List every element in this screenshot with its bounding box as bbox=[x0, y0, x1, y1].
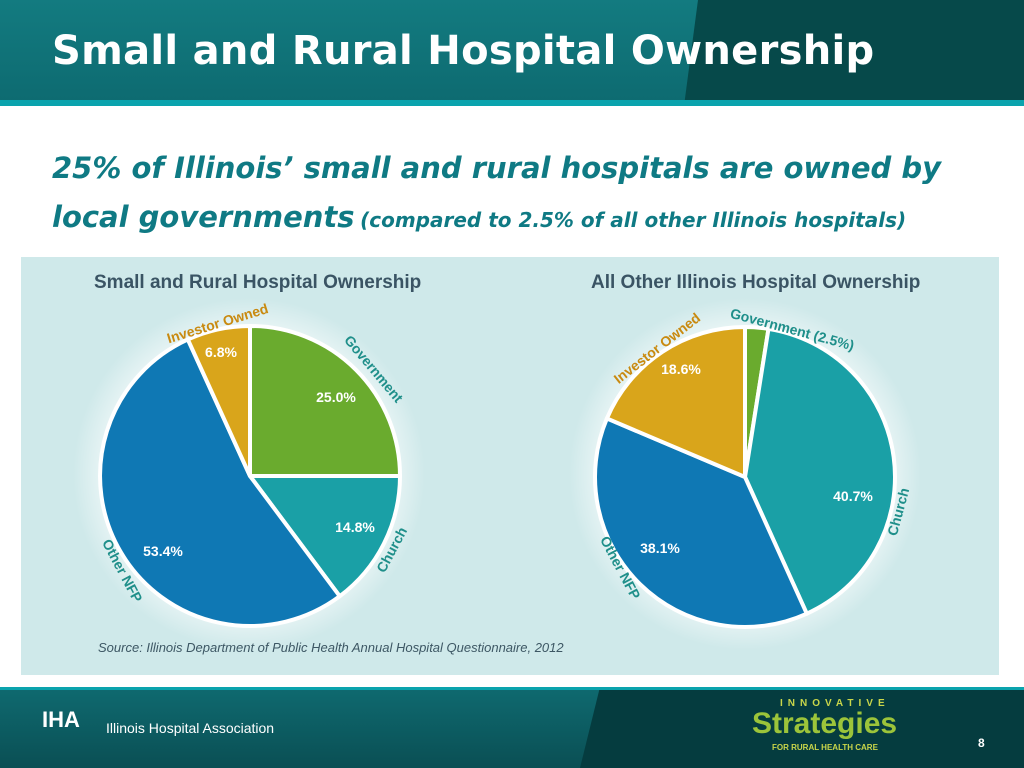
logo-top-text: INNOVATIVE bbox=[780, 698, 890, 709]
footer-stripe bbox=[0, 687, 1024, 690]
header-stripe bbox=[0, 100, 1024, 106]
header-accent bbox=[684, 0, 1024, 106]
pie1-value-other-nfp: 53.4% bbox=[143, 543, 183, 559]
pie1-value-church: 14.8% bbox=[335, 519, 375, 535]
pie-all-other: 40.7%38.1%18.6%Government (2.5%)ChurchOt… bbox=[593, 305, 912, 629]
logo-main-text: Strategies bbox=[752, 707, 898, 740]
pie1-value-government: 25.0% bbox=[316, 389, 356, 405]
pie1-value-investor-owned: 6.8% bbox=[205, 344, 237, 360]
pie2-slice-investor-owned bbox=[604, 325, 747, 479]
footer-bar: IHA Illinois Hospital Association INNOVA… bbox=[0, 687, 1024, 768]
header-bar: Small and Rural Hospital Ownership bbox=[0, 0, 1024, 106]
page-number: 8 bbox=[978, 736, 985, 750]
subtitle-note: (compared to 2.5% of all other Illinois … bbox=[360, 208, 907, 232]
iha-logo-text: IHA bbox=[42, 707, 80, 732]
subtitle: 25% of Illinois’ small and rural hospita… bbox=[52, 146, 1012, 244]
footer-accent bbox=[580, 687, 1024, 768]
pie-small-rural: 25.0%14.8%53.4%6.8% GovernmentChurchOther… bbox=[98, 300, 410, 628]
pie1-slice-church bbox=[248, 474, 402, 599]
pie1-slice-other-nfp bbox=[98, 337, 342, 628]
pie2-value-investor-owned: 18.6% bbox=[661, 361, 701, 377]
iha-org-name: Illinois Hospital Association bbox=[106, 720, 275, 736]
chart-title-small-rural: Small and Rural Hospital Ownership bbox=[94, 272, 422, 293]
pie2-value-other-nfp: 38.1% bbox=[640, 540, 680, 556]
pie1-slice-government bbox=[248, 324, 402, 478]
pie2-slice-church bbox=[743, 326, 897, 616]
pie2-slice-other-nfp bbox=[593, 416, 809, 629]
pie2-value-church: 40.7% bbox=[833, 488, 873, 504]
page-title: Small and Rural Hospital Ownership bbox=[52, 28, 875, 74]
subtitle-main: 25% of Illinois’ small and rural hospita… bbox=[52, 151, 942, 234]
pie1-slice-investor-owned bbox=[185, 324, 252, 478]
logo-sub-text: FOR RURAL HEALTH CARE bbox=[772, 743, 878, 752]
chart-title-all-other: All Other Illinois Hospital Ownership bbox=[591, 272, 921, 293]
source-note: Source: Illinois Department of Public He… bbox=[98, 640, 564, 655]
